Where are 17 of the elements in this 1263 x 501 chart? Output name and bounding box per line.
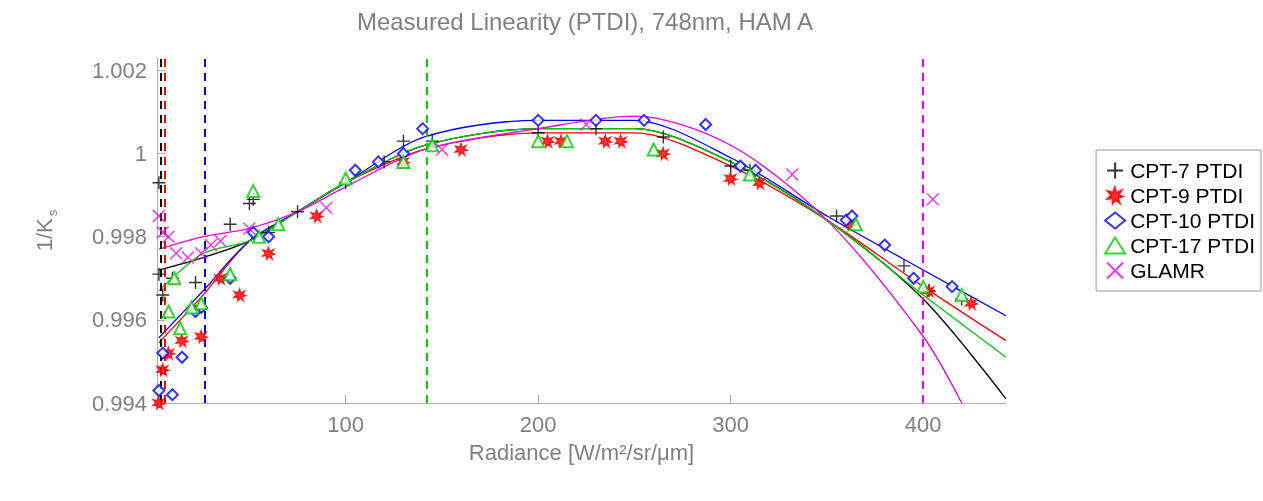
y-tick-label: 1 bbox=[134, 141, 147, 167]
y-tick-label: 1.002 bbox=[91, 57, 147, 83]
y-tick-label: 0.994 bbox=[91, 390, 147, 416]
y-axis-title: 1/Ks bbox=[31, 209, 60, 252]
x-tick-label: 100 bbox=[327, 411, 365, 437]
legend-label: GLAMR bbox=[1130, 259, 1205, 282]
legend-label: CPT-10 PTDI bbox=[1130, 209, 1256, 232]
x-axis-title: Radiance [W/m²/sr/μm] bbox=[468, 439, 695, 465]
x-tick-label: 200 bbox=[519, 411, 557, 437]
legend-label: CPT-9 PTDI bbox=[1130, 184, 1244, 207]
y-tick-label: 0.998 bbox=[91, 224, 147, 250]
y-tick-label: 0.996 bbox=[91, 307, 147, 333]
x-tick-label: 300 bbox=[712, 411, 750, 437]
legend-label: CPT-17 PTDI bbox=[1130, 234, 1256, 257]
x-tick-label: 400 bbox=[904, 411, 942, 437]
legend-label: CPT-7 PTDI bbox=[1130, 159, 1244, 182]
chart-title: Measured Linearity (PTDI), 748nm, HAM A bbox=[356, 7, 814, 35]
